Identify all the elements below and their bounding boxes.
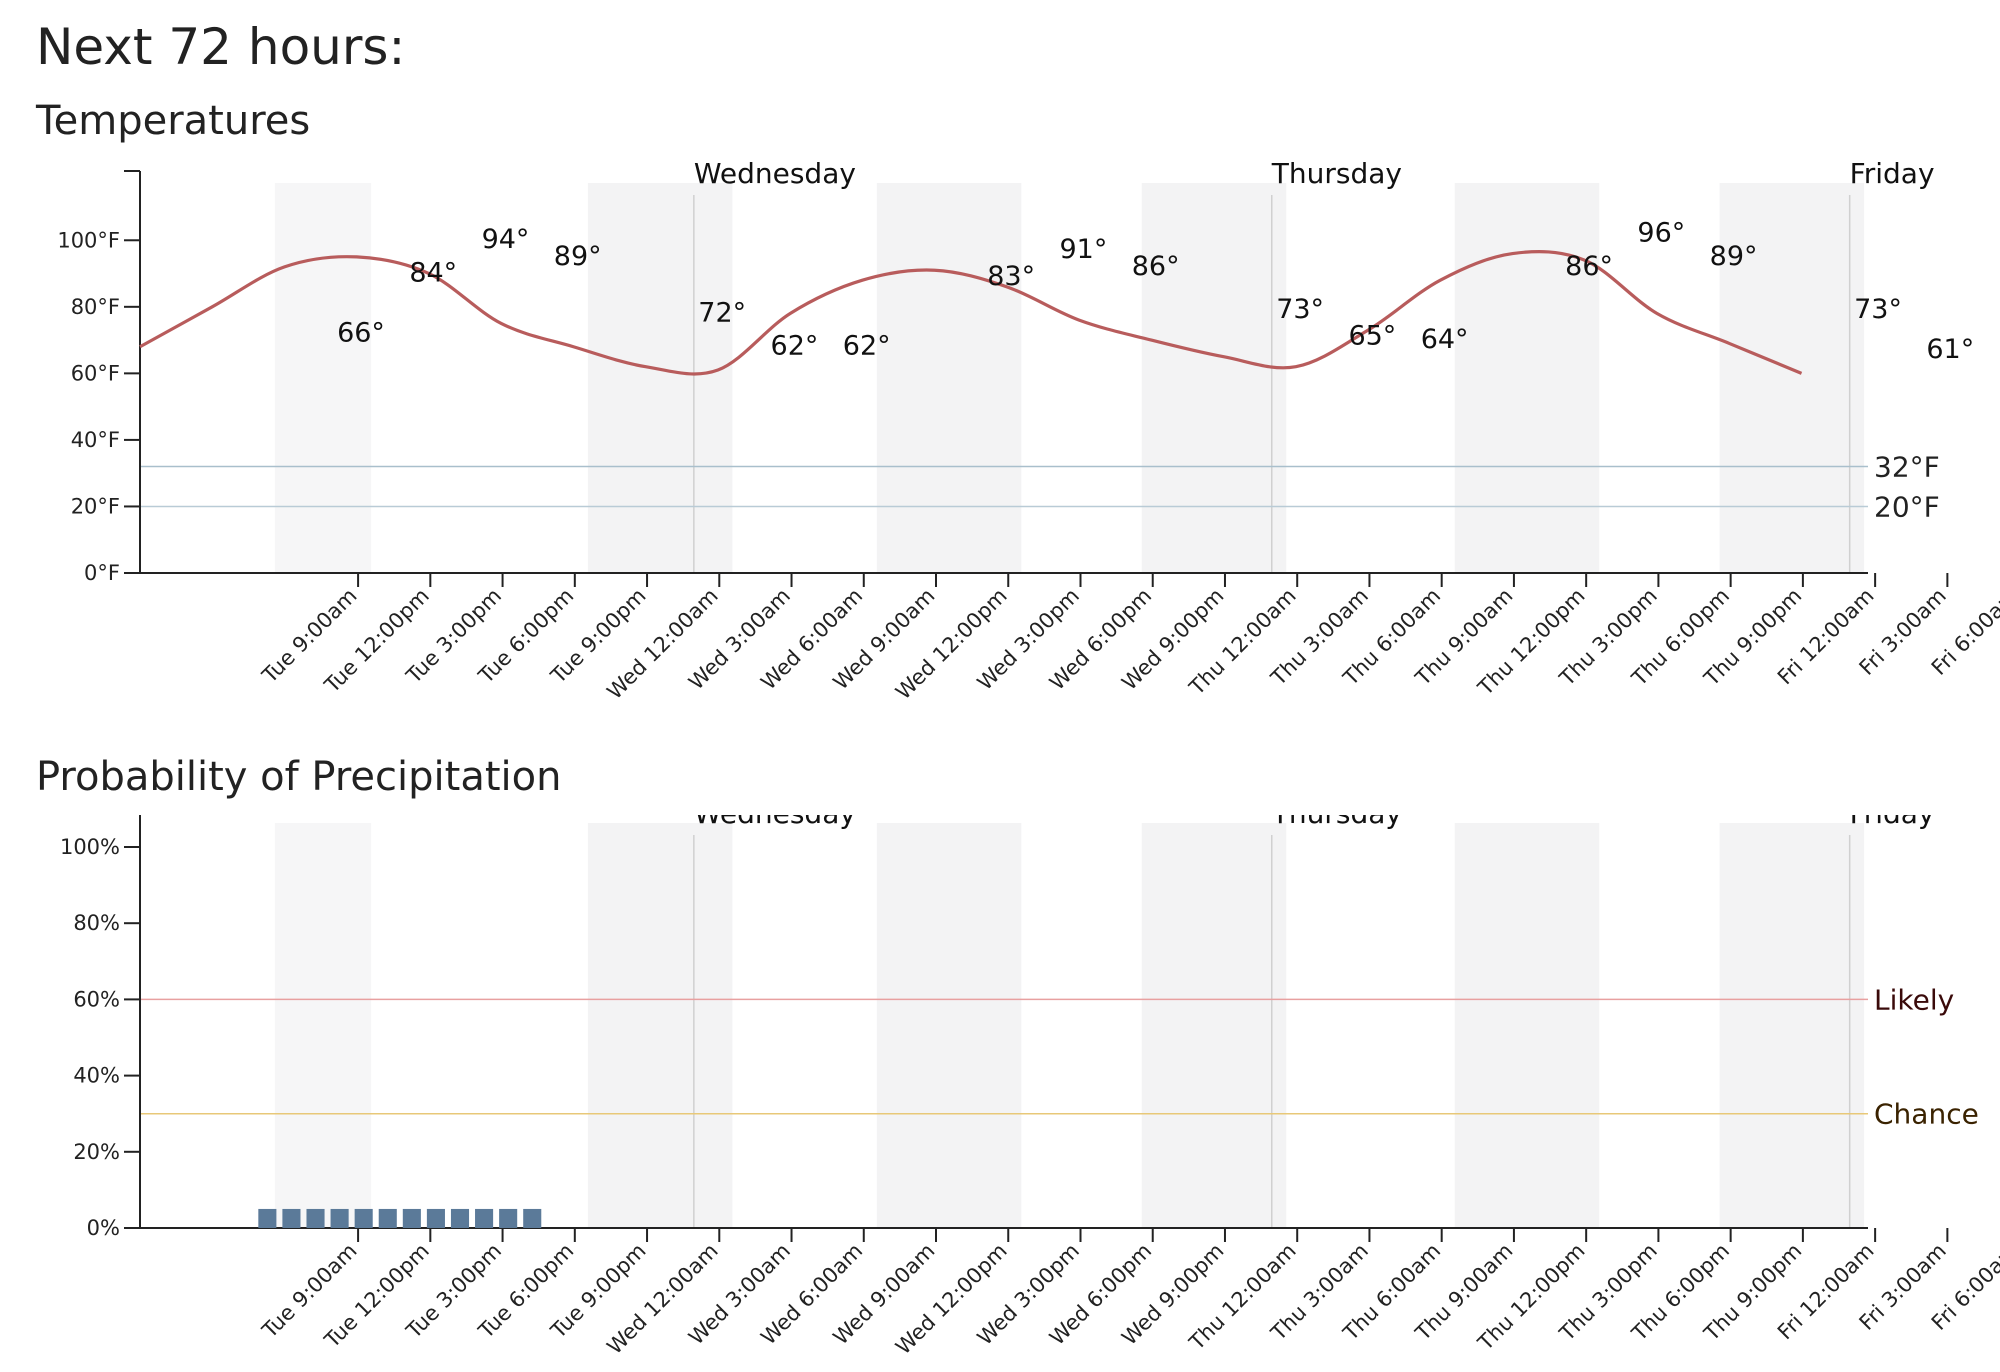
y-tick-label: 0%	[87, 1216, 120, 1240]
precipitation-bar	[330, 1208, 349, 1228]
night-band	[1141, 183, 1287, 573]
day-label: Thursday	[1271, 160, 1402, 190]
temperature-label: 64°	[1421, 324, 1469, 355]
night-band	[1141, 823, 1287, 1228]
y-tick-label: 40%	[73, 1064, 120, 1088]
precipitation-bar	[258, 1208, 277, 1228]
temperature-label: 89°	[554, 241, 602, 272]
temperature-label: 94°	[482, 224, 530, 255]
reference-line-label: 20°F	[1874, 490, 1940, 523]
day-label: Friday	[1850, 815, 1935, 830]
temperature-label: 91°	[1059, 234, 1107, 265]
night-band	[274, 823, 372, 1228]
page-title: Next 72 hours:	[36, 18, 406, 76]
night-band	[1454, 823, 1600, 1228]
temperature-label: 62°	[771, 331, 819, 362]
precipitation-bar	[475, 1208, 494, 1228]
y-tick-label: 60%	[73, 987, 120, 1011]
precipitation-chart: Wednesday Thursday Friday Likely Chance 0% 20%…	[60, 815, 2000, 1359]
temperature-label: 84°	[409, 258, 457, 289]
temperature-label: 86°	[1565, 251, 1613, 282]
precipitation-bar	[523, 1208, 542, 1228]
precipitation-bar	[378, 1208, 397, 1228]
night-band	[1719, 183, 1865, 573]
night-band	[1719, 823, 1865, 1228]
precipitation-bar	[354, 1208, 373, 1228]
temperature-line	[139, 250, 1803, 376]
precipitation-bar	[450, 1208, 470, 1228]
precipitation-bar	[499, 1208, 518, 1228]
night-band	[876, 183, 1022, 573]
precipitation-bar	[426, 1208, 445, 1228]
night-band	[274, 183, 372, 573]
temperature-label: 83°	[987, 261, 1035, 292]
temperature-label: 73°	[1276, 294, 1324, 325]
night-band	[1454, 183, 1600, 573]
temperature-label: 66°	[337, 317, 385, 348]
reference-line-label: Chance	[1874, 1098, 1979, 1131]
night-band	[587, 823, 733, 1228]
y-tick-label: 80%	[73, 911, 120, 935]
y-tick-label: 0°F	[84, 561, 120, 585]
precipitation-chart-title: Probability of Precipitation	[36, 754, 562, 800]
day-label: Wednesday	[694, 815, 856, 830]
night-band	[587, 183, 733, 573]
y-tick-label: 20%	[73, 1140, 120, 1164]
temperature-label: 72°	[698, 297, 746, 328]
reference-line-label: Likely	[1874, 983, 1954, 1016]
temperature-label: 89°	[1710, 241, 1758, 272]
y-tick-label: 100°F	[57, 228, 120, 252]
temperature-label: 62°	[843, 331, 891, 362]
temperature-chart: Wednesday Thursday Friday 32°F 20°F 0°F 20°F 40…	[57, 160, 2000, 704]
day-label: Wednesday	[694, 160, 856, 190]
temperature-label: 73°	[1854, 294, 1902, 325]
precipitation-bar	[306, 1208, 325, 1228]
temperature-label: 61°	[1926, 334, 1974, 365]
precipitation-bar	[402, 1208, 421, 1228]
temperature-label: 86°	[1132, 251, 1180, 282]
reference-line-label: 32°F	[1874, 451, 1940, 484]
temperature-label: 96°	[1637, 218, 1685, 249]
day-label: Friday	[1850, 160, 1935, 190]
y-tick-label: 20°F	[71, 494, 120, 518]
y-tick-label: 80°F	[71, 295, 120, 319]
temperature-label: 65°	[1348, 321, 1396, 352]
y-tick-label: 40°F	[71, 428, 120, 452]
day-label: Thursday	[1271, 815, 1402, 830]
y-tick-label: 100%	[60, 835, 120, 859]
y-tick-label: 60°F	[71, 361, 120, 385]
temperature-chart-title: Temperatures	[36, 98, 311, 144]
night-band	[876, 823, 1022, 1228]
precipitation-bar	[282, 1208, 301, 1228]
